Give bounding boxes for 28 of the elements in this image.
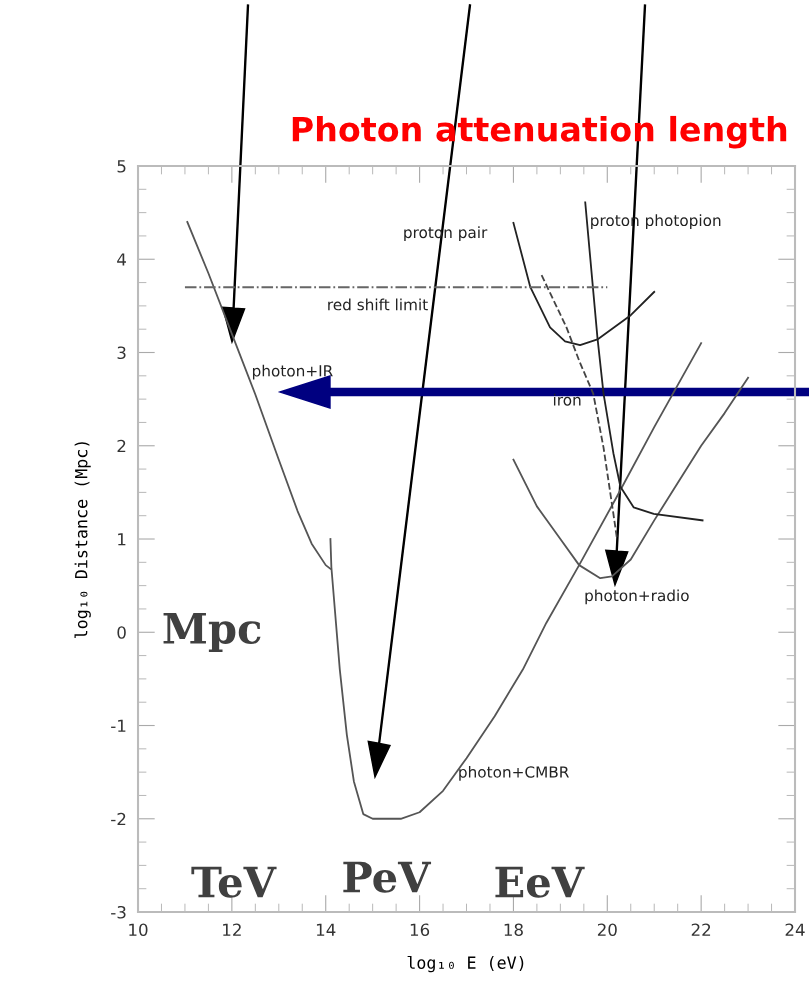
y-tick-label: -2 bbox=[111, 812, 126, 826]
annotation: photon+CMBR bbox=[459, 765, 569, 781]
annotation: TeV bbox=[191, 866, 277, 898]
x-tick-label: 16 bbox=[410, 923, 430, 937]
x-tick-label: 20 bbox=[597, 923, 617, 937]
y-tick-label: 3 bbox=[117, 346, 126, 360]
annotation: iron bbox=[553, 393, 581, 406]
y-tick-label: -3 bbox=[111, 905, 126, 919]
annotation: PeV bbox=[343, 861, 432, 893]
annotation: Mpc bbox=[163, 613, 261, 653]
annotation: photon+radio bbox=[585, 589, 689, 605]
y-tick-label: 4 bbox=[117, 253, 126, 266]
x-tick-label: 10 bbox=[129, 923, 148, 937]
y-tick-label: 0 bbox=[117, 626, 126, 639]
y-axis-title: log₁₀ Distance (Mpc) bbox=[74, 442, 91, 639]
y-tick-label: 2 bbox=[117, 439, 126, 453]
x-tick-label: 24 bbox=[785, 923, 805, 936]
x-axis-title: log₁₀ E (eV) bbox=[407, 955, 524, 973]
x-tick-label: 18 bbox=[504, 923, 523, 937]
x-tick-label: 12 bbox=[223, 923, 241, 936]
annotation: red shift limit bbox=[328, 298, 428, 311]
x-tick-label: 14 bbox=[316, 923, 336, 936]
y-tick-label: 5 bbox=[117, 160, 126, 173]
y-tick-label: -1 bbox=[111, 719, 126, 732]
x-tick-label: 22 bbox=[691, 923, 711, 936]
annotation: photon+IR bbox=[252, 364, 333, 380]
y-tick-label: 1 bbox=[118, 533, 126, 546]
annotation: EeV bbox=[495, 866, 585, 898]
